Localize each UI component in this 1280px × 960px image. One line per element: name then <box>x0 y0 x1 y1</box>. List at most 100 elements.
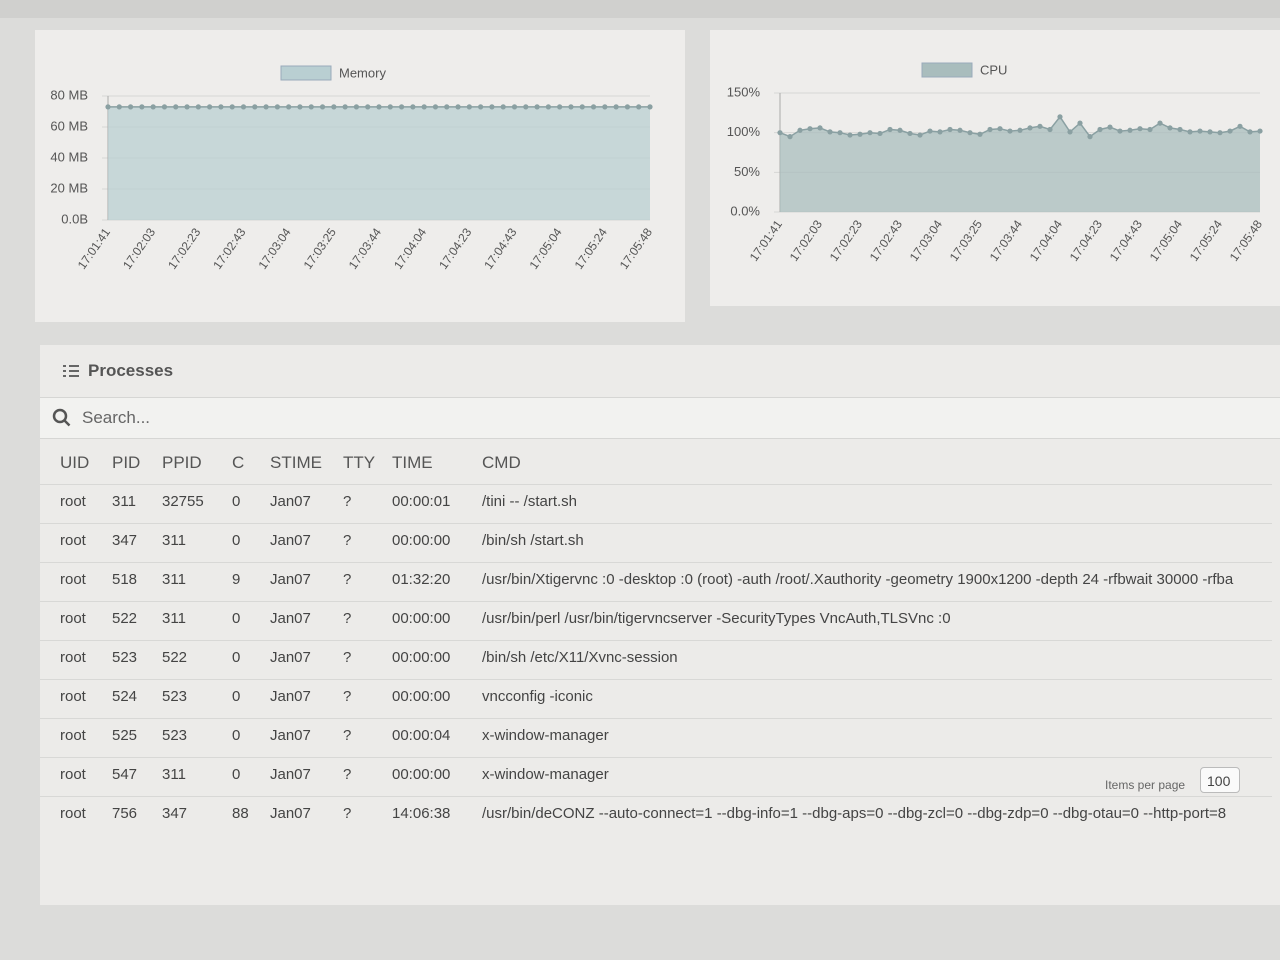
column-header: PID <box>112 453 141 472</box>
point <box>286 104 292 110</box>
point <box>489 104 495 110</box>
point <box>602 104 608 110</box>
table-cell: 0 <box>232 727 241 744</box>
point <box>817 125 823 131</box>
point <box>590 104 597 110</box>
search-placeholder: Search... <box>82 408 151 427</box>
column-header: UID <box>60 453 90 472</box>
point <box>1207 129 1213 135</box>
list-icon <box>63 365 79 377</box>
point <box>1217 130 1223 136</box>
table-cell: /tini -- /start.sh <box>482 493 578 510</box>
point <box>1057 114 1063 120</box>
point <box>511 104 518 110</box>
table-cell: Jan07 <box>270 532 311 549</box>
table-cell: root <box>60 532 86 549</box>
table-cell: 311 <box>162 571 186 588</box>
table-cell: 00:00:00 <box>392 610 451 627</box>
point <box>252 104 258 110</box>
point <box>917 132 923 138</box>
row-divider <box>40 757 1272 758</box>
point <box>398 104 405 110</box>
legend-label: Memory <box>339 65 386 80</box>
row-divider <box>40 601 1272 602</box>
point <box>1097 126 1103 133</box>
point <box>1167 125 1173 131</box>
point <box>331 104 337 110</box>
table-cell: /usr/bin/deCONZ --auto-connect=1 --dbg-i… <box>482 805 1227 822</box>
point <box>613 104 619 110</box>
point <box>568 104 574 110</box>
point <box>444 104 450 110</box>
table-cell: 00:00:01 <box>392 493 451 510</box>
point <box>150 104 156 110</box>
point <box>353 104 360 110</box>
legend-label: CPU <box>980 62 1007 77</box>
point <box>1157 120 1163 126</box>
table-cell: ? <box>343 532 352 549</box>
table-cell: 0 <box>232 493 241 510</box>
point <box>624 104 631 110</box>
table-cell: 523 <box>162 727 188 744</box>
point <box>1027 125 1033 131</box>
point <box>557 104 563 110</box>
point <box>857 131 863 137</box>
point <box>1257 128 1263 134</box>
processes-card: Processes Search... UID PID PPID C STIME TTY T… <box>40 345 1280 905</box>
point <box>432 104 439 110</box>
point <box>957 127 963 133</box>
table-cell: 522 <box>112 610 138 627</box>
point <box>207 104 213 110</box>
point <box>319 104 326 110</box>
point <box>240 104 247 110</box>
row-divider <box>40 523 1272 524</box>
table-cell: ? <box>343 805 352 822</box>
table-cell: x-window-manager <box>482 766 609 783</box>
row-divider <box>40 679 1272 680</box>
point <box>1107 124 1113 130</box>
y-tick-label: 150% <box>727 84 761 99</box>
point <box>116 104 122 110</box>
table-cell: root <box>60 610 86 627</box>
table-cell: 518 <box>112 571 138 588</box>
point <box>987 126 993 133</box>
table-cell: 347 <box>112 532 138 549</box>
point <box>274 104 280 110</box>
table-cell: /usr/bin/Xtigervnc :0 -desktop :0 (root)… <box>482 571 1234 588</box>
point <box>387 104 393 110</box>
table-cell: 523 <box>112 649 138 666</box>
table-cell: ? <box>343 493 352 510</box>
y-tick-label: 0.0% <box>730 203 760 218</box>
table-cell: ? <box>343 610 352 627</box>
point <box>807 126 813 132</box>
point <box>365 104 371 110</box>
point <box>466 104 472 110</box>
point <box>421 104 427 110</box>
items-per-page-select[interactable]: 100 <box>1200 767 1240 793</box>
table-cell: /bin/sh /start.sh <box>482 532 584 549</box>
table-cell: 0 <box>232 610 241 627</box>
point <box>1017 127 1023 133</box>
area <box>108 106 650 220</box>
point <box>877 130 883 137</box>
point <box>579 104 585 110</box>
table-cell: ? <box>343 649 352 666</box>
point <box>184 104 190 110</box>
table-cell: Jan07 <box>270 688 311 705</box>
point <box>797 127 803 133</box>
point <box>342 104 348 110</box>
table-cell: Jan07 <box>270 610 311 627</box>
point <box>376 104 382 110</box>
table-cell: 14:06:38 <box>392 805 451 822</box>
row-divider <box>40 796 1272 797</box>
point <box>478 104 484 110</box>
processes-header: Processes <box>62 361 173 381</box>
search-icon <box>52 408 71 427</box>
table-cell: 311 <box>112 493 136 510</box>
search-box[interactable]: Search... <box>40 397 1280 439</box>
point <box>1227 128 1233 134</box>
column-header: C <box>232 453 245 472</box>
table-cell: /bin/sh /etc/X11/Xvnc-session <box>482 649 678 666</box>
table-cell: 523 <box>162 688 188 705</box>
